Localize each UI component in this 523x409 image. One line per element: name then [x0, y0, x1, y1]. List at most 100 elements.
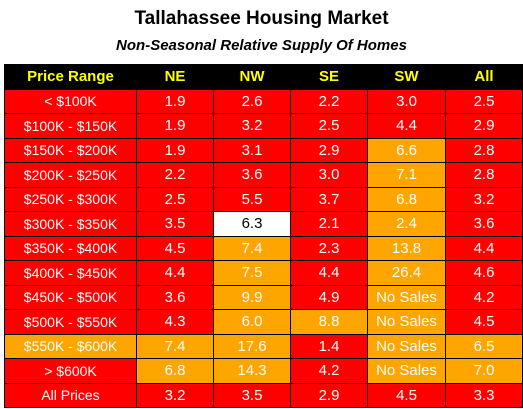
table-row: $350K - $400K 4.5 7.4 2.3 13.8 4.4: [4, 235, 523, 261]
table-row: $250K - $300K 2.5 5.5 3.7 6.8 3.2: [4, 186, 523, 212]
cell-ne: 3.6: [136, 284, 214, 310]
cell-nw: 5.5: [213, 186, 291, 212]
cell-all: 4.2: [445, 284, 523, 310]
cell-all: 2.8: [445, 137, 523, 163]
cell-sw: 6.6: [367, 137, 446, 163]
cell-all: 2.8: [445, 162, 523, 188]
cell-ne: 1.9: [136, 137, 214, 163]
header-nw: NW: [213, 64, 291, 90]
cell-nw: 3.2: [213, 113, 291, 139]
cell-all: 2.5: [445, 88, 523, 114]
cell-ne: 1.9: [136, 88, 214, 114]
cell-se: 2.3: [290, 235, 368, 261]
chart-title: Tallahassee Housing Market: [134, 8, 389, 29]
cell-nw: 3.6: [213, 162, 291, 188]
row-label: $200K - $250K: [4, 162, 137, 188]
cell-nw: 17.6: [213, 333, 291, 359]
table-row: $200K - $250K 2.2 3.6 3.0 7.1 2.8: [4, 162, 523, 188]
cell-ne: 4.4: [136, 260, 214, 286]
cell-sw: 7.1: [367, 162, 446, 188]
cell-ne: 1.9: [136, 113, 214, 139]
table-row: < $100K 1.9 2.6 2.2 3.0 2.5: [4, 88, 523, 114]
cell-all: 6.5: [445, 333, 523, 359]
cell-ne: 6.8: [136, 358, 214, 384]
chart-subtitle: Non-Seasonal Relative Supply Of Homes: [116, 37, 407, 54]
cell-sw: 26.4: [367, 260, 446, 286]
row-label: $500K - $550K: [4, 309, 137, 335]
cell-sw: 6.8: [367, 186, 446, 212]
row-label: $150K - $200K: [4, 137, 137, 163]
row-label: $100K - $150K: [4, 113, 137, 139]
table-row: $500K - $550K 4.3 6.0 8.8 No Sales 4.5: [4, 309, 523, 335]
row-label: $400K - $450K: [4, 260, 137, 286]
header-se: SE: [290, 64, 368, 90]
cell-sw: No Sales: [367, 358, 446, 384]
cell-ne: 7.4: [136, 333, 214, 359]
cell-sw: 4.4: [367, 113, 446, 139]
row-label: $350K - $400K: [4, 235, 137, 261]
cell-se: 2.9: [290, 137, 368, 163]
cell-sw: No Sales: [367, 309, 446, 335]
table-row: $100K - $150K 1.9 3.2 2.5 4.4 2.9: [4, 113, 523, 139]
cell-se: 2.9: [290, 382, 368, 408]
cell-nw: 6.3: [213, 211, 291, 237]
cell-nw: 9.9: [213, 284, 291, 310]
cell-se: 4.4: [290, 260, 368, 286]
cell-all: 4.5: [445, 309, 523, 335]
row-label: $250K - $300K: [4, 186, 137, 212]
cell-se: 1.4: [290, 333, 368, 359]
header-sw: SW: [367, 64, 446, 90]
cell-all: 3.2: [445, 186, 523, 212]
cell-se: 8.8: [290, 309, 368, 335]
cell-ne: 3.5: [136, 211, 214, 237]
cell-ne: 2.2: [136, 162, 214, 188]
cell-all: 7.0: [445, 358, 523, 384]
cell-se: 4.2: [290, 358, 368, 384]
cell-ne: 4.3: [136, 309, 214, 335]
cell-ne: 4.5: [136, 235, 214, 261]
cell-nw: 3.5: [213, 382, 291, 408]
header-row: Price Range NE NW SE SW All: [4, 64, 523, 90]
supply-table: Price Range NE NW SE SW All < $100K 1.9 2.…: [4, 64, 523, 408]
cell-se: 2.1: [290, 211, 368, 237]
table-row: $550K - $600K 7.4 17.6 1.4 No Sales 6.5: [4, 333, 523, 359]
cell-sw: 3.0: [367, 88, 446, 114]
cell-se: 4.9: [290, 284, 368, 310]
cell-se: 2.2: [290, 88, 368, 114]
cell-nw: 7.4: [213, 235, 291, 261]
table-row: $400K - $450K 4.4 7.5 4.4 26.4 4.6: [4, 260, 523, 286]
cell-sw: No Sales: [367, 333, 446, 359]
cell-all: 4.4: [445, 235, 523, 261]
row-label: $300K - $350K: [4, 211, 137, 237]
cell-all: 4.6: [445, 260, 523, 286]
row-label: All Prices: [4, 382, 137, 408]
row-label: $550K - $600K: [4, 333, 137, 359]
cell-sw: 2.4: [367, 211, 446, 237]
row-label: < $100K: [4, 88, 137, 114]
table-row: $450K - $500K 3.6 9.9 4.9 No Sales 4.2: [4, 284, 523, 310]
row-label: $450K - $500K: [4, 284, 137, 310]
table-row: > $600K 6.8 14.3 4.2 No Sales 7.0: [4, 358, 523, 384]
cell-nw: 7.5: [213, 260, 291, 286]
cell-nw: 3.1: [213, 137, 291, 163]
cell-se: 2.5: [290, 113, 368, 139]
table-row: $150K - $200K 1.9 3.1 2.9 6.6 2.8: [4, 137, 523, 163]
header-ne: NE: [136, 64, 214, 90]
cell-nw: 6.0: [213, 309, 291, 335]
cell-nw: 2.6: [213, 88, 291, 114]
cell-all: 2.9: [445, 113, 523, 139]
table-body: < $100K 1.9 2.6 2.2 3.0 2.5 $100K - $150K 1.9 3.…: [4, 88, 523, 408]
table-row: All Prices 3.2 3.5 2.9 4.5 3.3: [4, 382, 523, 408]
cell-ne: 3.2: [136, 382, 214, 408]
header-price-range: Price Range: [4, 64, 137, 90]
cell-se: 3.7: [290, 186, 368, 212]
cell-sw: No Sales: [367, 284, 446, 310]
cell-se: 3.0: [290, 162, 368, 188]
cell-all: 3.6: [445, 211, 523, 237]
table-row: $300K - $350K 3.5 6.3 2.1 2.4 3.6: [4, 211, 523, 237]
row-label: > $600K: [4, 358, 137, 384]
cell-nw: 14.3: [213, 358, 291, 384]
cell-sw: 13.8: [367, 235, 446, 261]
cell-sw: 4.5: [367, 382, 446, 408]
header-all: All: [445, 64, 523, 90]
